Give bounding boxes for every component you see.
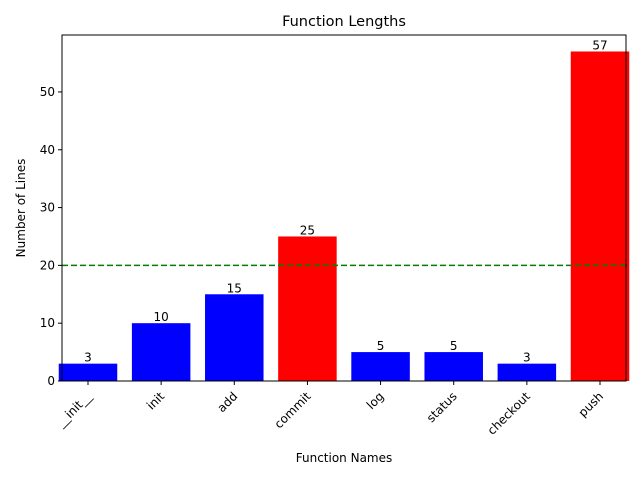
- bar-log: [351, 352, 410, 381]
- bar-__init__: [58, 363, 118, 381]
- data-label-commit: 25: [300, 223, 315, 237]
- data-labels-layer: 3 10 15 25 5 5 3 57: [84, 38, 607, 364]
- bar-checkout: [497, 363, 557, 381]
- data-label-checkout: 3: [523, 351, 531, 365]
- data-label-status: 5: [450, 339, 458, 353]
- x-axis-label: Function Names: [296, 451, 393, 465]
- data-label-init: 10: [153, 310, 168, 324]
- bar-add: [205, 294, 264, 381]
- bar-commit: [278, 236, 337, 381]
- y-tick-label-20: 20: [40, 258, 55, 272]
- chart-title: Function Lengths: [282, 14, 406, 30]
- y-tick-label-30: 30: [40, 201, 55, 215]
- bar-init: [131, 323, 191, 381]
- bars-layer: [58, 51, 630, 381]
- y-tick-label-0: 0: [47, 374, 55, 388]
- y-tick-label-10: 10: [40, 316, 55, 330]
- data-label-__init__: 3: [84, 351, 92, 365]
- data-label-add: 15: [227, 281, 242, 295]
- y-tick-label-40: 40: [40, 143, 55, 157]
- data-label-push: 57: [592, 38, 607, 52]
- y-axis-label: Number of Lines: [14, 159, 28, 258]
- y-axis: 0 10 20 30 40 50: [40, 85, 62, 388]
- bar-push: [570, 51, 630, 381]
- data-label-log: 5: [377, 339, 385, 353]
- y-tick-label-50: 50: [40, 85, 55, 99]
- bar-status: [424, 352, 483, 381]
